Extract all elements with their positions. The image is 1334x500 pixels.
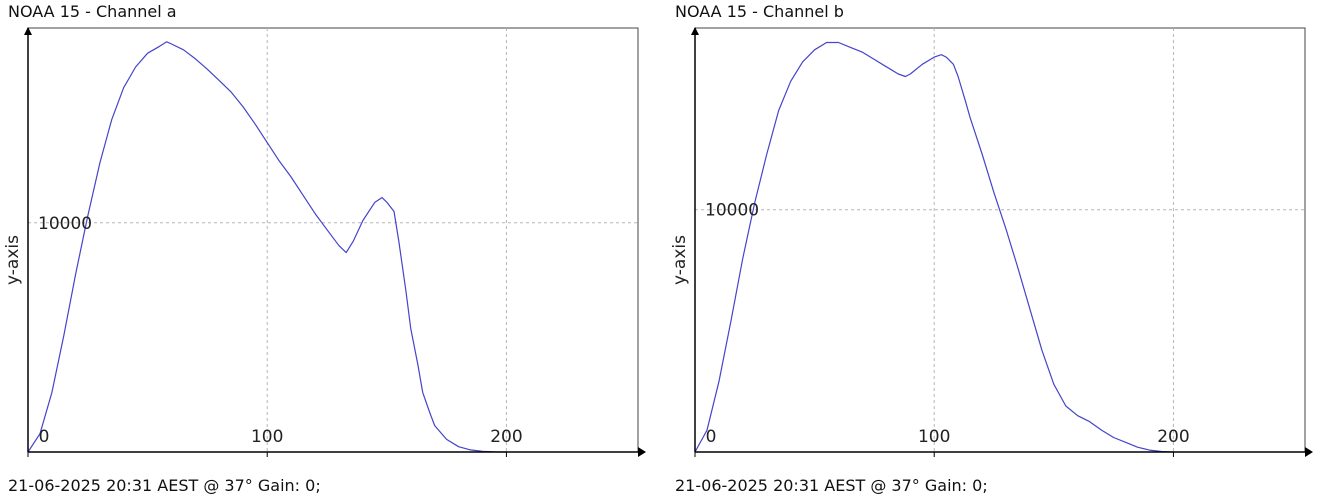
y-tick-label: 10000	[38, 214, 92, 234]
y-tick-label: 10000	[705, 201, 759, 221]
x-tick-label: 200	[1157, 427, 1189, 447]
y-axis-arrow	[691, 27, 699, 35]
series-line	[27, 41, 507, 453]
x-tick-label: 100	[918, 427, 950, 447]
x-axis-arrow	[638, 447, 646, 457]
x-tick-label: 200	[490, 427, 522, 447]
panel-title: NOAA 15 - Channel a	[8, 2, 177, 21]
x-tick-label: 100	[251, 427, 283, 447]
x-axis-arrow	[1305, 447, 1313, 457]
chart-panel-a: NOAA 15 - Channel a 0 100 200 10000 y-axis 2…	[3, 2, 646, 495]
x-tick-label: 0	[706, 427, 717, 447]
plot-frame	[27, 27, 639, 453]
y-axis-label: y-axis	[3, 235, 23, 285]
plot-b: 0 100 200 10000 y-axis	[670, 27, 1313, 457]
y-axis-label: y-axis	[670, 235, 690, 285]
chart-panel-b: NOAA 15 - Channel b 0 100 200 10000 y-axis 2…	[667, 0, 1334, 500]
panel-footer: 21-06-2025 20:31 AEST @ 37° Gain: 0;	[675, 476, 988, 495]
y-axis-arrow	[24, 27, 32, 35]
panel-footer: 21-06-2025 20:31 AEST @ 37° Gain: 0;	[8, 476, 321, 495]
series-line	[694, 41, 1174, 453]
plot-a: 0 100 200 10000 y-axis	[3, 27, 646, 457]
x-tick-label: 0	[39, 427, 50, 447]
panel-title: NOAA 15 - Channel b	[675, 2, 844, 21]
